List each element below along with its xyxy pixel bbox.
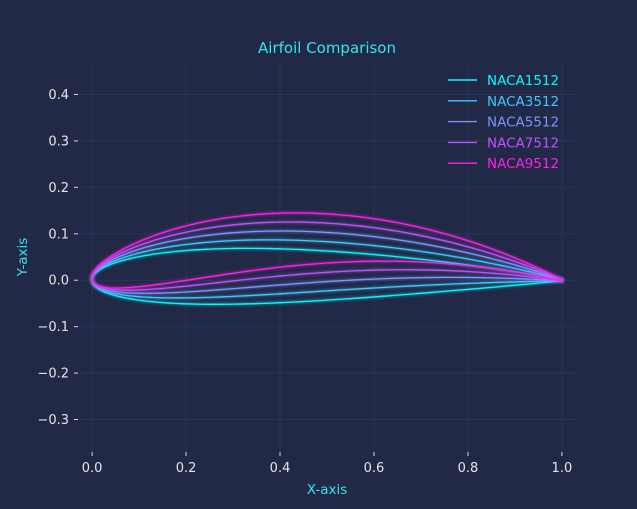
x-tick-label: 1.0 — [552, 461, 573, 476]
x-tick-label: 0.0 — [82, 461, 103, 476]
series-line — [91, 212, 563, 289]
y-tick-label: 0.3 — [48, 134, 69, 149]
y-axis-label: Y-axis — [15, 238, 31, 278]
legend-item: NACA9512 — [448, 156, 559, 172]
legend-label: NACA9512 — [487, 156, 559, 172]
series-layer — [88, 209, 566, 308]
legend-item: NACA5512 — [448, 115, 559, 131]
chart-title: Airfoil Comparison — [258, 39, 396, 57]
y-tick-label: 0.1 — [48, 227, 69, 242]
y-tick-label: 0.4 — [48, 88, 69, 103]
axis-ticks: 0.0 0.2 0.4 0.6 0.8 1.0 −0.3 −0.2 −0.1 0.0 0.1 0.2 0… — [37, 88, 572, 476]
x-tick-label: 0.4 — [270, 461, 291, 476]
legend-label: NACA3512 — [487, 94, 559, 110]
y-tick-label: −0.1 — [37, 320, 69, 335]
legend-label: NACA1512 — [487, 73, 559, 89]
y-tick-label: −0.2 — [37, 367, 69, 382]
legend: NACA1512 NACA3512 NACA5512 NACA7512 NACA9512 — [448, 73, 559, 172]
y-tick-label: 0.0 — [48, 274, 69, 289]
legend-label: NACA5512 — [487, 115, 559, 131]
x-axis-label: X-axis — [307, 482, 348, 498]
legend-item: NACA7512 — [448, 135, 559, 151]
legend-item: NACA3512 — [448, 94, 559, 110]
y-tick-label: 0.2 — [48, 181, 69, 196]
x-tick-label: 0.2 — [176, 461, 197, 476]
x-tick-label: 0.8 — [458, 461, 479, 476]
legend-label: NACA7512 — [487, 135, 559, 151]
series-naca9512 — [88, 209, 566, 292]
legend-item: NACA1512 — [448, 73, 559, 89]
y-tick-label: −0.3 — [37, 413, 69, 428]
x-tick-label: 0.6 — [364, 461, 385, 476]
